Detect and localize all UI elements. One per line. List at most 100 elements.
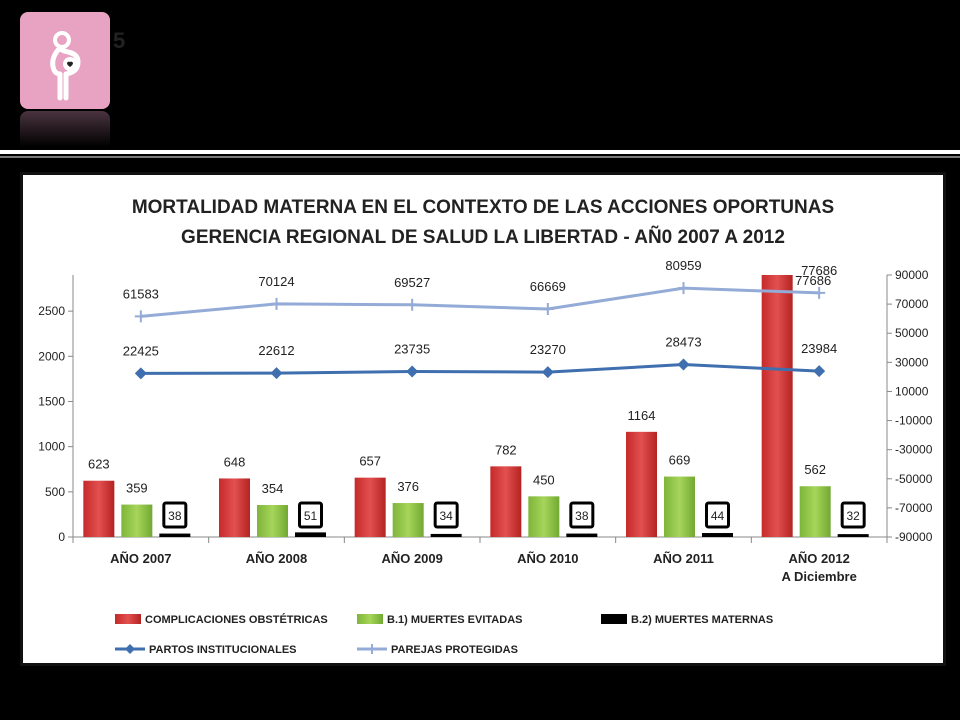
- line-data-label: 80959: [665, 258, 701, 273]
- lines-group: 22425 22612 23735 23270 28473 23984 61583 70124…: [123, 258, 837, 380]
- right-tick-label: 10000: [895, 384, 929, 398]
- chart-title-line1: MORTALIDAD MATERNA EN EL CONTEXTO DE LAS…: [132, 197, 834, 218]
- bar-complicaciones: [354, 477, 386, 537]
- badge-number: 5: [113, 28, 126, 53]
- bar-muertes-maternas: [566, 533, 598, 537]
- category-label: AÑO 2009: [381, 551, 442, 566]
- legend-swatch: [357, 614, 383, 624]
- axes-group: 0 500 1000 1500 2000 2500 -90000 -70000 -50000 -3…: [38, 268, 932, 584]
- point-partos: [541, 366, 554, 379]
- category-label: AÑO 2011: [653, 551, 714, 566]
- legend-marker: [125, 644, 135, 654]
- legend: COMPLICACIONES OBSTÉTRICAS B.1) MUERTES E…: [115, 613, 773, 656]
- bar-complicaciones: [761, 275, 793, 537]
- bar-complicaciones: [83, 480, 115, 537]
- bar-data-label: 77686: [795, 273, 831, 288]
- bar-data-label: 34: [439, 509, 453, 523]
- bar-data-label: 359: [126, 481, 148, 496]
- bars-group: 623 648 657 782 1164 77686 359 354 376 450 669 562 3…: [83, 273, 869, 537]
- muertes-maternas-label-box: [298, 501, 323, 529]
- bar-data-label: 38: [168, 509, 182, 523]
- point-parejas: [406, 298, 419, 311]
- bar-data-label: 562: [804, 462, 826, 477]
- line-data-label: 61583: [123, 286, 159, 301]
- bar-data-label: 782: [495, 442, 517, 457]
- bar-complicaciones: [219, 478, 250, 537]
- pregnant-woman-glyph: [50, 31, 81, 101]
- bar-data-label: 648: [224, 454, 246, 469]
- right-tick-label: 70000: [895, 297, 929, 311]
- bar-muertes-maternas: [295, 532, 326, 537]
- point-partos: [270, 367, 283, 380]
- bar-data-label: 38: [575, 509, 589, 523]
- divider-line: [0, 150, 960, 154]
- bar-complicaciones: [490, 466, 522, 537]
- legend-marker: [367, 644, 377, 654]
- bar-muertes-maternas: [837, 534, 869, 537]
- bar-muertes-evitadas: [528, 496, 560, 537]
- category-label: AÑO 2007: [110, 551, 171, 566]
- bar-data-label: 1164: [628, 408, 656, 423]
- right-tick-label: -30000: [895, 443, 933, 457]
- left-tick-label: 2000: [38, 349, 65, 363]
- bar-muertes-evitadas: [392, 503, 424, 537]
- right-tick-label: 50000: [895, 326, 929, 340]
- legend-swatch: [115, 614, 141, 624]
- bar-muertes-maternas: [702, 533, 733, 537]
- bar-data-label: 623: [88, 457, 110, 472]
- muertes-maternas-label-box: [705, 501, 730, 529]
- category-sublabel: A Diciembre: [781, 569, 856, 584]
- right-tick-label: 30000: [895, 355, 929, 369]
- divider-shadow: [0, 156, 960, 158]
- bar-muertes-evitadas: [664, 476, 695, 537]
- bar-muertes-evitadas: [799, 486, 831, 537]
- series-line-parejas: [140, 286, 820, 318]
- line-data-label: 69527: [394, 275, 430, 290]
- badge-reflection: [20, 111, 110, 147]
- legend-label: B.2) MUERTES MATERNAS: [631, 614, 773, 626]
- bar-data-label: 44: [711, 509, 725, 523]
- bar-muertes-maternas: [159, 533, 191, 537]
- bar-data-label: 32: [846, 509, 860, 523]
- bar-data-label: 354: [262, 481, 284, 496]
- muertes-maternas-label-box: [433, 501, 459, 529]
- left-tick-label: 1500: [38, 394, 65, 408]
- point-parejas: [270, 297, 283, 310]
- point-parejas: [134, 310, 147, 323]
- right-tick-label: -70000: [895, 501, 933, 515]
- line-data-label: 77686: [801, 263, 837, 278]
- category-label: AÑO 2012: [788, 551, 849, 566]
- bar-muertes-evitadas: [121, 504, 153, 537]
- bar-data-label: 51: [304, 509, 318, 523]
- left-tick-label: 1000: [38, 440, 65, 454]
- legend-label: PAREJAS PROTEGIDAS: [391, 644, 518, 656]
- line-data-label: 23735: [394, 341, 430, 356]
- line-data-label: 22612: [258, 343, 294, 358]
- right-tick-label: -10000: [895, 414, 933, 428]
- point-partos: [406, 365, 419, 378]
- point-partos: [813, 365, 826, 378]
- bar-data-label: 450: [533, 472, 555, 487]
- pregnant-woman-icon: 5: [20, 12, 125, 109]
- right-tick-label: -50000: [895, 472, 933, 486]
- muertes-maternas-label-box: [840, 501, 866, 529]
- point-partos: [677, 358, 690, 371]
- right-tick-label: 90000: [895, 268, 929, 282]
- muertes-maternas-label-box: [162, 501, 188, 529]
- bar-muertes-maternas: [430, 533, 462, 537]
- muertes-maternas-label-box: [569, 501, 595, 529]
- line-data-label: 23984: [801, 341, 837, 356]
- point-partos: [134, 367, 147, 380]
- line-data-label: 28473: [665, 335, 701, 350]
- category-label: AÑO 2008: [246, 551, 307, 566]
- bar-complicaciones: [626, 431, 657, 537]
- line-data-label: 23270: [530, 342, 566, 357]
- left-tick-label: 500: [45, 485, 65, 499]
- bar-data-label: 657: [359, 454, 381, 469]
- point-parejas: [677, 282, 690, 295]
- category-label: AÑO 2010: [517, 551, 578, 566]
- title-band: 5: [0, 0, 960, 150]
- chart-frame: MORTALIDAD MATERNA EN EL CONTEXTO DE LAS…: [20, 172, 946, 666]
- point-parejas: [541, 302, 554, 315]
- left-tick-label: 0: [58, 530, 65, 544]
